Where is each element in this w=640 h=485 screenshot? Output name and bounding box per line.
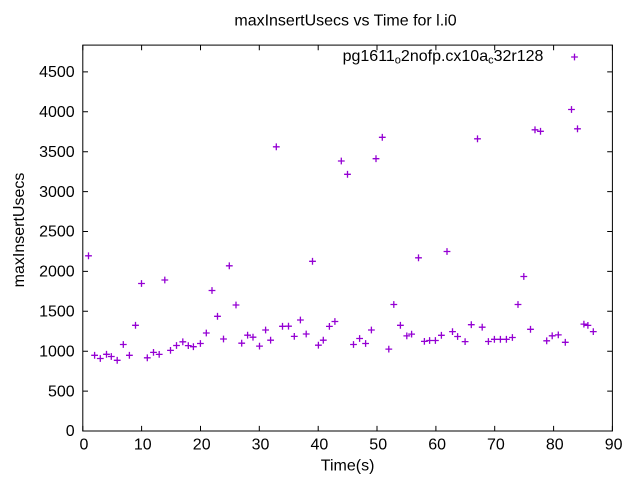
svg-text:60: 60 — [428, 436, 446, 453]
svg-text:0: 0 — [66, 423, 75, 440]
svg-text:500: 500 — [48, 383, 75, 400]
svg-text:50: 50 — [369, 436, 387, 453]
svg-text:70: 70 — [487, 436, 505, 453]
svg-text:1500: 1500 — [39, 304, 75, 321]
svg-text:4000: 4000 — [39, 104, 75, 121]
svg-text:40: 40 — [311, 436, 329, 453]
svg-text:30: 30 — [252, 436, 270, 453]
svg-text:maxInsertUsecs vs Time for l.i: maxInsertUsecs vs Time for l.i0 — [234, 13, 456, 30]
svg-text:10: 10 — [134, 436, 152, 453]
svg-text:3000: 3000 — [39, 184, 75, 201]
svg-text:1000: 1000 — [39, 343, 75, 360]
svg-text:3500: 3500 — [39, 144, 75, 161]
svg-text:maxInsertUsecs: maxInsertUsecs — [11, 173, 28, 288]
svg-text:Time(s): Time(s) — [321, 457, 375, 474]
svg-text:90: 90 — [605, 436, 623, 453]
svg-text:2500: 2500 — [39, 224, 75, 241]
svg-text:0: 0 — [80, 436, 89, 453]
svg-text:80: 80 — [546, 436, 564, 453]
svg-text:2000: 2000 — [39, 264, 75, 281]
svg-text:20: 20 — [193, 436, 211, 453]
svg-text:pg1611o2nofp.cx10ac32r128: pg1611o2nofp.cx10ac32r128 — [343, 48, 544, 67]
svg-text:4500: 4500 — [39, 64, 75, 81]
